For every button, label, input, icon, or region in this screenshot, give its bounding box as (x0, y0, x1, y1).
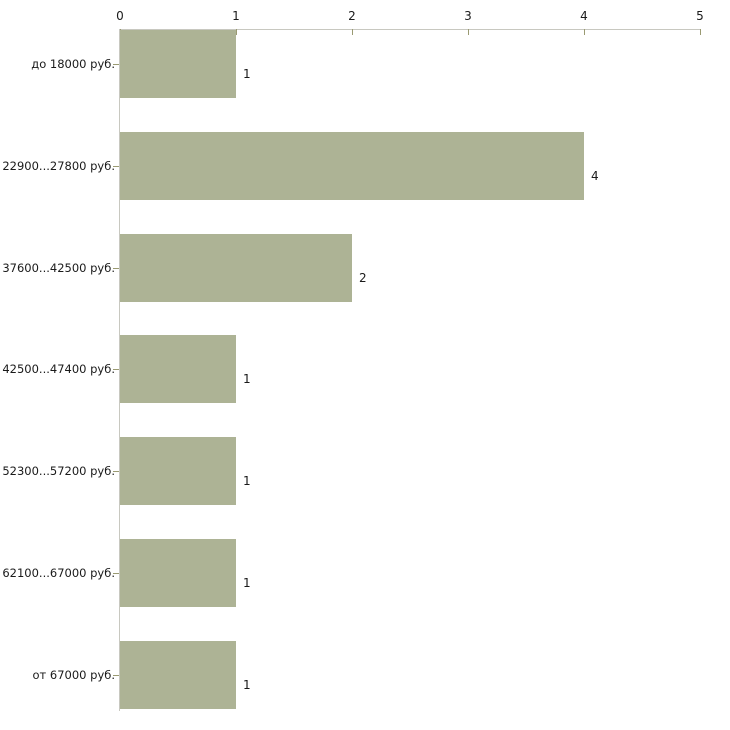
bar[interactable] (120, 335, 236, 403)
bar-value-label: 1 (243, 372, 251, 386)
bar[interactable] (120, 132, 584, 200)
bar[interactable] (120, 641, 236, 709)
y-tick-mark (113, 64, 119, 65)
x-tick-label: 3 (464, 9, 472, 23)
x-tick-label: 0 (116, 9, 124, 23)
x-tick-mark (236, 29, 237, 35)
bar[interactable] (120, 539, 236, 607)
x-tick-label: 2 (348, 9, 356, 23)
y-tick-mark (113, 369, 119, 370)
y-tick-mark (113, 166, 119, 167)
bar-value-label: 1 (243, 678, 251, 692)
bar-value-label: 1 (243, 67, 251, 81)
y-tick-mark (113, 471, 119, 472)
category-label: от 67000 руб. (32, 668, 115, 682)
bar-value-label: 1 (243, 576, 251, 590)
y-axis-line (119, 29, 120, 711)
y-tick-mark (113, 675, 119, 676)
bar-value-label: 4 (591, 169, 599, 183)
bar-value-label: 2 (359, 271, 367, 285)
category-label: 42500...47400 руб. (2, 362, 115, 376)
x-axis-line (120, 29, 700, 30)
x-tick-label: 1 (232, 9, 240, 23)
category-label: до 18000 руб. (31, 57, 115, 71)
bar[interactable] (120, 437, 236, 505)
category-label: 52300...57200 руб. (2, 464, 115, 478)
x-tick-mark (584, 29, 585, 35)
x-tick-mark (352, 29, 353, 35)
y-tick-mark (113, 268, 119, 269)
bar[interactable] (120, 30, 236, 98)
x-tick-mark (700, 29, 701, 35)
x-tick-label: 4 (580, 9, 588, 23)
bar-value-label: 1 (243, 474, 251, 488)
x-tick-mark (468, 29, 469, 35)
category-label: 62100...67000 руб. (2, 566, 115, 580)
y-tick-mark (113, 573, 119, 574)
x-tick-label: 5 (696, 9, 704, 23)
category-label: 22900...27800 руб. (2, 159, 115, 173)
category-label: 37600...42500 руб. (2, 261, 115, 275)
bar[interactable] (120, 234, 352, 302)
